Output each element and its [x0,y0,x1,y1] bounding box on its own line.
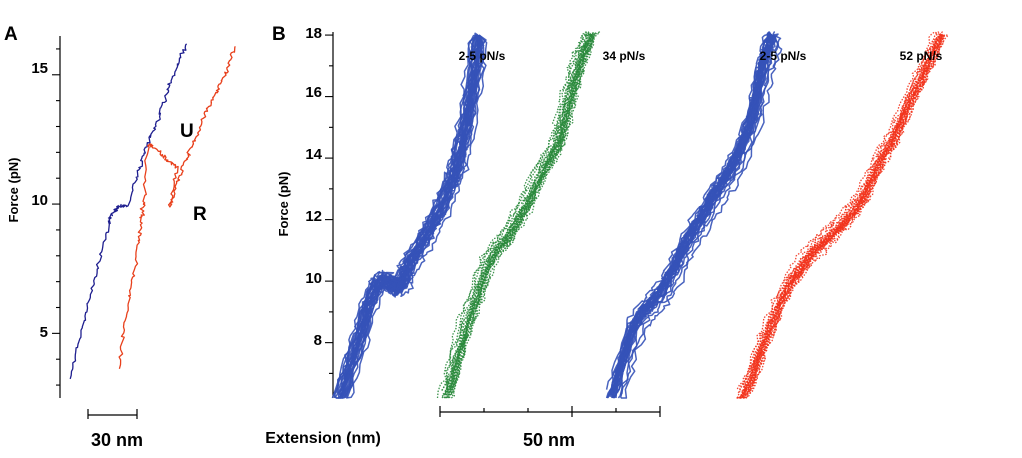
panel-a-y-axis-label: Force (pN) [6,158,21,223]
panel-b-trace [605,34,772,399]
panel-b-trace [736,31,942,390]
panel-b-trace [613,31,776,392]
panel-b-scale-bar-label: 50 nm [523,430,575,450]
panel-b-trace [739,34,943,399]
panel-b-rate-label-4: 52 pN/s [900,49,943,63]
panel-b-trace [445,35,593,399]
panel-b-rate-label-2: 34 pN/s [603,49,646,63]
panel-b-trace [345,34,487,399]
panel-b-trace [605,31,772,390]
panel-b-trace [607,34,773,399]
panel-b-trace [441,34,592,399]
panel-b-trace [740,34,943,397]
panel-b-trace [436,34,590,399]
panel-a-trace-stretch [69,43,188,380]
panel-b-tick-label-14: 14 [305,146,322,163]
panel-b-trace [448,35,593,399]
panel-b-trace [449,31,595,396]
x-axis-label: Extension (nm) [265,430,381,447]
panel-b-y-ticks [325,34,333,374]
panel-b-trace [739,31,943,390]
panel-b-trace [441,31,592,391]
panel-a-tick-label-15: 15 [31,60,48,77]
panel-a: A Force (pN) 15 10 5 U R 30 nm [4,24,236,450]
panel-b-trace [450,32,595,396]
panel-b-rate-label-3: 2-5 pN/s [760,49,807,63]
panel-b-tick-label-10: 10 [305,270,322,287]
panel-b-trace [617,34,782,399]
panel-a-label: A [4,24,18,45]
panel-b-trace [740,34,943,396]
panel-a-y-ticks [52,48,60,386]
panel-b-trace [612,35,773,399]
panel-b-tick-label-18: 18 [305,25,322,42]
panel-b-series-3 [605,31,783,399]
panel-b-tick-label-16: 16 [305,84,322,101]
panel-b-rate-label-1: 2-5 pN/s [459,49,506,63]
panel-b-plot-area [331,31,949,399]
panel-a-annotation-u: U [180,121,194,142]
panel-b-trace [740,34,943,397]
panel-b-series-4 [736,31,949,399]
panel-b-series-1 [331,32,488,399]
panel-b-trace [620,34,783,399]
panel-b-y-axis-label: Force (pN) [276,172,291,237]
panel-a-scale-bar-label: 30 nm [91,430,143,450]
panel-b-trace [736,34,942,399]
panel-a-tick-label-5: 5 [40,324,48,341]
panel-b-trace [441,33,592,391]
panel-b-scale-bar [439,406,661,417]
panel-b-trace [442,32,592,395]
panel-a-tick-label-10: 10 [31,192,48,209]
panel-b-trace [346,34,486,399]
panel-a-scale-bar [87,409,138,419]
panel-b-trace [450,34,596,399]
panel-b-trace [336,34,479,399]
panel-b-tick-label-12: 12 [305,208,322,225]
panel-b-tick-label-8: 8 [314,332,322,349]
panel-a-trace-unfold-refold [118,46,236,369]
panel-b-trace [344,34,485,399]
panel-b: B Force (pN) 8 10 12 14 16 18 2-5 pN/s 3… [265,24,949,450]
panel-b-trace [333,34,478,399]
panel-a-annotation-r: R [193,204,207,225]
panel-b-trace [736,34,942,399]
panel-b-series-2 [436,31,601,399]
panel-a-plot-area [69,43,236,380]
panel-b-label: B [272,24,286,45]
panel-b-trace [745,34,945,397]
panel-b-trace [453,31,601,393]
